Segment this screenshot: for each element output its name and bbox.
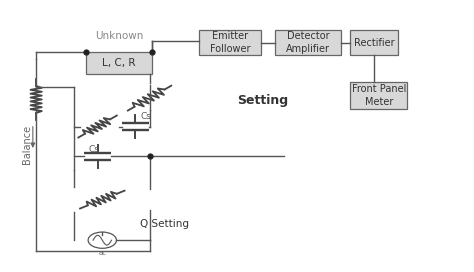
FancyBboxPatch shape xyxy=(350,30,398,55)
Text: L, C, R: L, C, R xyxy=(102,58,136,68)
FancyBboxPatch shape xyxy=(350,82,407,109)
Text: Q Setting: Q Setting xyxy=(140,219,189,229)
Text: ac: ac xyxy=(98,250,106,256)
Text: Setting: Setting xyxy=(237,94,288,107)
FancyBboxPatch shape xyxy=(275,30,341,55)
Text: Cs: Cs xyxy=(140,112,151,121)
Text: Unknown: Unknown xyxy=(95,31,143,41)
Text: Emitter
Follower: Emitter Follower xyxy=(210,32,250,54)
Text: Rectifier: Rectifier xyxy=(354,38,394,48)
Text: Front Panel
Meter: Front Panel Meter xyxy=(352,84,406,107)
Text: Cs: Cs xyxy=(88,145,99,154)
Text: Balance: Balance xyxy=(22,125,32,164)
FancyBboxPatch shape xyxy=(199,30,261,55)
Text: Detector
Amplifier: Detector Amplifier xyxy=(286,32,330,54)
FancyBboxPatch shape xyxy=(86,52,152,74)
